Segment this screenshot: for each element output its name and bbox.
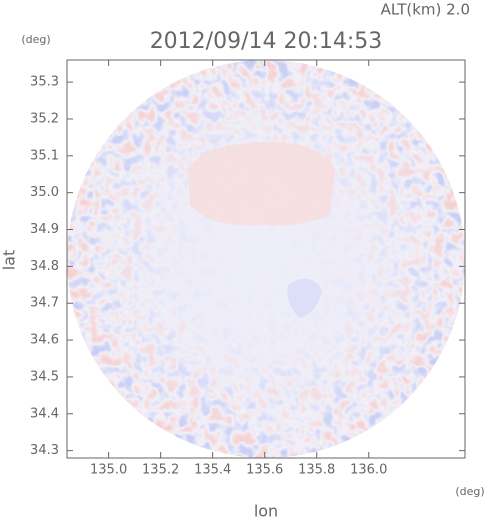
radar-image <box>67 60 465 458</box>
y-tick-label: 35.3 <box>30 75 59 90</box>
plot-frame <box>66 59 466 459</box>
x-tick-label: 135.8 <box>298 463 335 478</box>
x-tick-label: 135.4 <box>194 463 231 478</box>
x-tick-label: 135.6 <box>246 463 283 478</box>
x-tick-label: 136.0 <box>350 463 387 478</box>
x-axis-label: lon <box>254 502 278 521</box>
y-tick-label: 34.6 <box>30 333 59 348</box>
chart-title: 2012/09/14 20:14:53 <box>150 29 383 54</box>
y-axis-label: lat <box>0 250 19 271</box>
x-unit: (deg) <box>455 485 484 498</box>
y-tick-label: 34.8 <box>30 259 59 274</box>
y-tick-label: 34.7 <box>30 296 59 311</box>
y-tick-label: 35.2 <box>30 111 59 126</box>
y-tick-label: 35.1 <box>30 148 59 163</box>
x-tick-label: 135.0 <box>90 463 127 478</box>
y-tick-label: 34.4 <box>30 406 59 421</box>
y-unit: (deg) <box>21 33 50 46</box>
x-tick-label: 135.2 <box>142 463 179 478</box>
y-tick-label: 34.5 <box>30 369 59 384</box>
y-tick-label: 34.3 <box>30 443 59 458</box>
y-tick-label: 35.0 <box>30 185 59 200</box>
y-tick-label: 34.9 <box>30 222 59 237</box>
subtitle: ALT(km) 2.0 <box>381 1 470 19</box>
